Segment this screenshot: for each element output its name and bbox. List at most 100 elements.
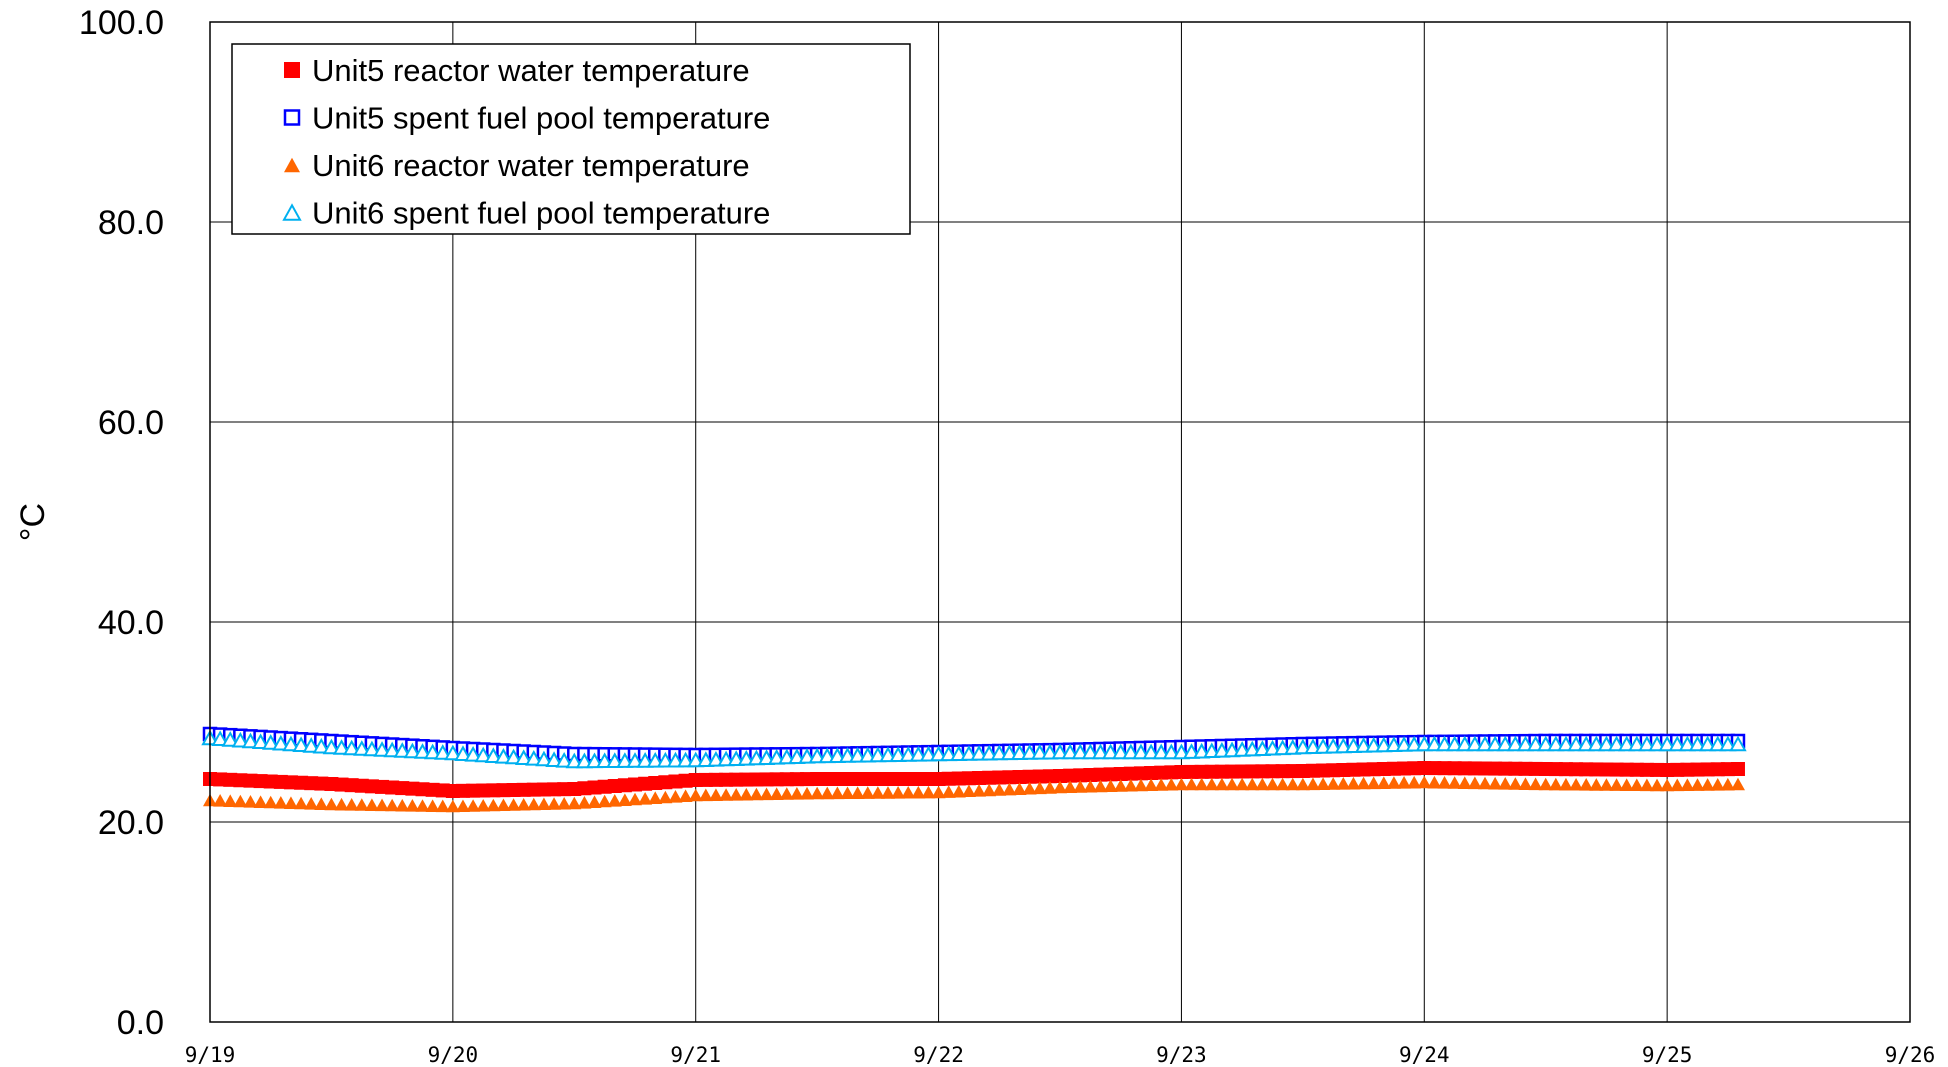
data-point (879, 746, 897, 763)
data-point (1295, 777, 1310, 791)
data-point (304, 797, 319, 810)
legend-label-4: Unit6 spent fuel pool temperature (312, 196, 770, 231)
data-point (1304, 738, 1322, 755)
data-point (1316, 777, 1331, 790)
data-point (1698, 735, 1717, 752)
data-point (373, 741, 391, 757)
legend-marker-4 (282, 203, 302, 221)
data-point (1425, 735, 1444, 752)
data-point (788, 748, 806, 764)
y-tick-label: 40.0 (98, 604, 164, 642)
data-point (970, 744, 988, 761)
data-point (1083, 779, 1098, 793)
legend-marker-1 (284, 62, 300, 78)
data-point (385, 798, 400, 812)
data-point (1650, 778, 1665, 792)
data-point (1710, 777, 1725, 791)
data-point (455, 799, 470, 813)
data-point (1417, 775, 1432, 789)
data-point (1729, 735, 1747, 752)
data-point (393, 742, 411, 758)
x-tick-label: 9/23 (1156, 1043, 1207, 1067)
data-point (445, 799, 460, 813)
data-point (506, 798, 521, 811)
data-point (1113, 779, 1128, 792)
data-point (577, 796, 592, 809)
data-point (1447, 776, 1462, 789)
data-point (1245, 777, 1260, 791)
data-point (941, 785, 956, 798)
legend-label-1: Unit5 reactor water temperature (312, 53, 750, 88)
data-point (992, 783, 1007, 796)
data-point (1073, 780, 1088, 793)
series-1 (203, 761, 1745, 798)
data-point (1427, 775, 1442, 789)
data-point (1670, 778, 1685, 792)
data-point (1397, 776, 1412, 789)
data-point (1385, 736, 1403, 753)
data-point (899, 746, 917, 762)
data-point (1547, 735, 1565, 752)
data-point (950, 745, 968, 761)
data-point (767, 748, 786, 765)
data-point (757, 749, 776, 765)
data-point (535, 750, 553, 767)
data-point (1629, 778, 1644, 792)
data-point (555, 751, 573, 768)
data-point (1000, 744, 1019, 761)
data-point (1688, 735, 1707, 752)
data-point (901, 785, 916, 799)
data-point (536, 797, 551, 811)
data-point (1152, 743, 1170, 760)
data-point (413, 743, 432, 759)
data-point (1174, 777, 1189, 791)
data-point (272, 734, 290, 751)
data-point (860, 786, 875, 799)
data-point (1336, 777, 1351, 790)
data-point (759, 787, 774, 801)
data-point (820, 786, 835, 800)
data-point (850, 786, 865, 799)
data-point (1071, 743, 1089, 760)
data-point (292, 736, 310, 753)
data-point (1486, 735, 1504, 752)
data-point (1386, 776, 1401, 789)
data-point (504, 748, 523, 765)
data-point (1012, 782, 1027, 795)
y-tick-labels: 0.0 20.0 40.0 60.0 80.0 100.0 (79, 4, 164, 1042)
data-point (1032, 781, 1047, 795)
data-point (484, 747, 503, 763)
data-point (982, 783, 997, 797)
data-point (1053, 780, 1067, 794)
data-point (1498, 777, 1513, 790)
data-point (668, 790, 683, 803)
data-point (1445, 735, 1464, 752)
data-point (1599, 778, 1614, 791)
data-point (808, 747, 826, 764)
data-point (364, 798, 379, 811)
y-tick-label: 0.0 (117, 1004, 164, 1042)
data-point (1255, 777, 1270, 791)
data-point (717, 750, 735, 767)
data-point (636, 752, 654, 768)
data-point (972, 784, 987, 797)
data-point (939, 745, 958, 762)
data-point (1668, 735, 1686, 752)
data-point (263, 795, 278, 809)
data-point (223, 794, 238, 807)
data-point (1638, 735, 1656, 752)
data-point (1344, 737, 1363, 754)
data-point (1709, 735, 1727, 752)
data-point (1508, 777, 1523, 790)
data-point (1081, 743, 1100, 760)
data-point (1144, 778, 1159, 792)
data-point (1589, 778, 1604, 791)
data-point (302, 737, 320, 753)
data-point (1002, 782, 1017, 796)
data-point (951, 784, 966, 798)
data-point (789, 787, 804, 800)
data-point (595, 752, 614, 769)
data-point (1091, 743, 1110, 760)
data-point (1346, 776, 1361, 790)
data-point (557, 796, 572, 810)
